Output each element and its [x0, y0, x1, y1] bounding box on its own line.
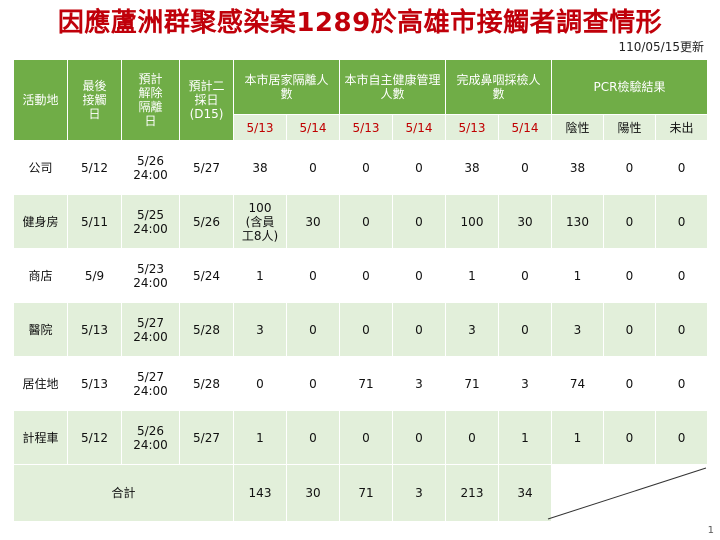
cell-release: 5/26 24:00 [121, 140, 180, 195]
cell-last: 5/9 [67, 248, 122, 303]
cell-home-13: 0 [233, 356, 287, 411]
cell-pcr-pending: 0 [654, 356, 709, 411]
slash-line [547, 467, 707, 520]
contact-table: 活動地 最後接觸日 預計解除隔離日 預計二採日(D15) 本市居家隔離人數 本市… [13, 60, 709, 522]
cell-pcr-positive: 0 [603, 194, 656, 249]
date-label: 5/13 [339, 114, 393, 141]
cell-pcr-positive: 0 [603, 140, 656, 195]
table-row: 公司 5/12 5/26 24:00 5/27 38 0 0 0 38 0 38 … [13, 140, 709, 195]
cell-swab-13: 71 [445, 356, 499, 411]
cell-pcr-negative: 3 [551, 302, 604, 357]
total-self-14: 3 [392, 464, 446, 522]
cell-pcr-pending: 0 [654, 302, 709, 357]
cell-second: 5/28 [179, 356, 234, 411]
date-label: 5/14 [498, 114, 552, 141]
cell-release: 5/26 24:00 [121, 410, 180, 465]
cell-last: 5/13 [67, 356, 122, 411]
cell-home-14: 0 [286, 140, 340, 195]
header-row: 活動地 最後接觸日 預計解除隔離日 預計二採日(D15) 本市居家隔離人數 本市… [13, 60, 709, 141]
header-home-isolation: 本市居家隔離人數 [233, 60, 340, 115]
cell-home-14: 0 [286, 248, 340, 303]
table-row: 健身房 5/11 5/25 24:00 5/26 100 (含員 工8人) 30 0 … [13, 194, 709, 249]
total-home-14: 30 [286, 464, 340, 522]
cell-last: 5/12 [67, 140, 122, 195]
cell-swab-13: 0 [445, 410, 499, 465]
table-row: 計程車 5/12 5/26 24:00 5/27 1 0 0 0 0 1 1 0 … [13, 410, 709, 465]
total-label: 合計 [13, 464, 234, 522]
cell-site: 健身房 [13, 194, 68, 249]
cell-home-13: 1 [233, 410, 287, 465]
cell-swab-14: 3 [498, 356, 552, 411]
cell-swab-13: 1 [445, 248, 499, 303]
cell-last: 5/11 [67, 194, 122, 249]
cell-self-14: 0 [392, 248, 446, 303]
cell-pcr-negative: 38 [551, 140, 604, 195]
cell-second: 5/24 [179, 248, 234, 303]
header-self-health: 本市自主健康管理人數 [339, 60, 446, 115]
cell-swab-14: 0 [498, 302, 552, 357]
cell-home-14: 0 [286, 302, 340, 357]
total-self-13: 71 [339, 464, 393, 522]
total-home-13: 143 [233, 464, 287, 522]
cell-home-14: 30 [286, 194, 340, 249]
page-title: 因應蘆洲群聚感染案1289於高雄市接觸者調查情形 [57, 8, 663, 38]
cell-home-13: 1 [233, 248, 287, 303]
header-site: 活動地 [13, 60, 68, 141]
date-label: 5/14 [392, 114, 446, 141]
date-label: 5/13 [233, 114, 287, 141]
pcr-pending-label: 未出 [654, 114, 709, 141]
cell-pcr-negative: 130 [551, 194, 604, 249]
cell-self-13: 0 [339, 248, 393, 303]
cell-second: 5/27 [179, 410, 234, 465]
cell-self-13: 0 [339, 194, 393, 249]
cell-pcr-negative: 1 [551, 410, 604, 465]
cell-pcr-negative: 1 [551, 248, 604, 303]
table-row: 商店 5/9 5/23 24:00 5/24 1 0 0 0 1 0 1 0 0 [13, 248, 709, 303]
cell-home-13: 100 (含員 工8人) [233, 194, 287, 249]
pcr-positive-label: 陽性 [603, 114, 656, 141]
cell-home-14: 0 [286, 410, 340, 465]
cell-pcr-positive: 0 [603, 248, 656, 303]
header-second-test: 預計二採日(D15) [179, 60, 234, 141]
cell-second: 5/28 [179, 302, 234, 357]
cell-swab-13: 3 [445, 302, 499, 357]
cell-last: 5/12 [67, 410, 122, 465]
cell-release: 5/27 24:00 [121, 302, 180, 357]
header-swab: 完成鼻咽採檢人數 [445, 60, 552, 115]
header-release: 預計解除隔離日 [121, 60, 180, 141]
cell-release: 5/23 24:00 [121, 248, 180, 303]
header-pcr: PCR檢驗結果 [550, 60, 709, 115]
table-row: 醫院 5/13 5/27 24:00 5/28 3 0 0 0 3 0 3 0 0 [13, 302, 709, 357]
cell-swab-13: 38 [445, 140, 499, 195]
cell-last: 5/13 [67, 302, 122, 357]
total-swab-14: 34 [498, 464, 552, 522]
cell-site: 計程車 [13, 410, 68, 465]
cell-pcr-pending: 0 [654, 140, 709, 195]
cell-self-14: 3 [392, 356, 446, 411]
cell-swab-14: 0 [498, 248, 552, 303]
cell-home-14: 0 [286, 356, 340, 411]
cell-self-13: 0 [339, 302, 393, 357]
cell-release: 5/27 24:00 [121, 356, 180, 411]
cell-swab-14: 1 [498, 410, 552, 465]
header-last-contact: 最後接觸日 [67, 60, 122, 141]
cell-self-13: 0 [339, 140, 393, 195]
cell-pcr-positive: 0 [603, 356, 656, 411]
date-label: 5/13 [445, 114, 499, 141]
cell-self-13: 71 [339, 356, 393, 411]
total-swab-13: 213 [445, 464, 499, 522]
cell-site: 醫院 [13, 302, 68, 357]
cell-pcr-pending: 0 [654, 248, 709, 303]
cell-pcr-negative: 74 [551, 356, 604, 411]
cell-self-14: 0 [392, 140, 446, 195]
total-row: 合計 143 30 71 3 213 34 [13, 464, 709, 522]
cell-release: 5/25 24:00 [121, 194, 180, 249]
update-date: 110/05/15更新 [618, 40, 704, 54]
cell-second: 5/26 [179, 194, 234, 249]
cell-swab-13: 100 [445, 194, 499, 249]
cell-pcr-pending: 0 [654, 410, 709, 465]
cell-second: 5/27 [179, 140, 234, 195]
page-number: 1 [707, 525, 714, 536]
